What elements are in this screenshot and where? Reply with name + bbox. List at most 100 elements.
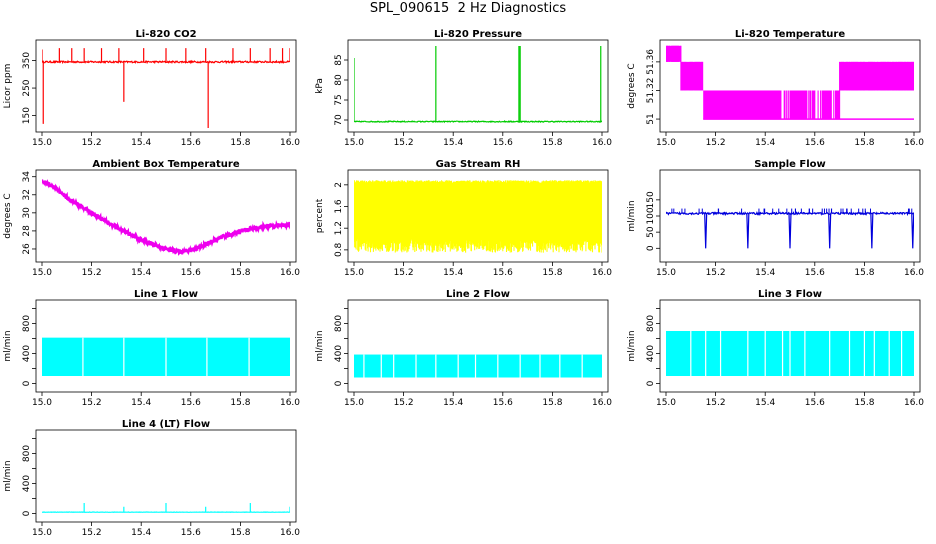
x-tick-label: 15.4 [131,138,151,148]
y-tick-label: 2 [334,182,344,188]
y-tick-label: 50 [646,226,656,238]
panel-title: Li-820 Temperature [735,29,845,40]
data-series [666,209,914,249]
data-series [666,46,914,119]
x-tick-label: 15.6 [805,398,825,408]
x-tick-label: 15.0 [32,528,52,538]
y-tick-label: 34 [22,171,32,183]
y-tick-label: 51.36 [646,49,656,75]
x-tick-label: 15.2 [706,268,726,278]
panel-title: Li-820 CO2 [135,29,196,40]
x-tick-label: 15.8 [542,398,562,408]
x-tick-label: 16.0 [280,138,300,148]
y-tick-label: 0 [22,510,32,516]
y-tick-label: 1.6 [334,199,344,214]
x-tick-label: 15.6 [805,138,825,148]
y-axis-label: ml/min [3,460,13,491]
y-tick-label: 1.2 [334,221,344,235]
x-tick-label: 15.8 [542,268,562,278]
x-tick-label: 15.2 [706,398,726,408]
panel-title: Line 4 (LT) Flow [122,419,210,430]
y-axis-label: ml/min [627,330,637,361]
x-tick-label: 16.0 [280,528,300,538]
y-tick-label: 32 [22,189,32,200]
y-axis-label: ml/min [627,200,637,231]
y-tick-label: 150 [22,107,32,124]
x-tick-label: 15.4 [131,398,151,408]
x-tick-label: 15.4 [131,528,151,538]
y-tick-label: 400 [22,345,32,362]
data-series [42,503,290,512]
y-tick-label: 0.8 [334,242,344,257]
series-fill [703,90,780,119]
x-tick-label: 15.6 [181,138,201,148]
y-tick-label: 150 [646,191,656,208]
dip-mark [871,213,873,248]
x-tick-label: 15.0 [32,138,52,148]
x-tick-label: 15.0 [656,268,676,278]
series-line [354,121,602,122]
series-fill [681,62,703,91]
y-axis-label: kPa [315,78,325,94]
series-fill [354,355,602,378]
y-axis-label: degrees C [3,193,13,238]
x-tick-label: 15.4 [443,268,463,278]
x-tick-label: 15.2 [706,138,726,148]
y-tick-label: 250 [22,79,32,96]
x-tick-label: 15.8 [230,138,250,148]
panel-title: Line 1 Flow [134,289,198,300]
y-tick-label: 0 [646,245,656,251]
x-tick-label: 15.4 [755,398,775,408]
y-tick-label: 0 [646,380,656,386]
y-tick-label: 26 [22,243,32,255]
series-fill [874,62,914,91]
y-tick-label: 350 [22,52,32,69]
x-tick-label: 15.2 [394,138,414,148]
x-tick-label: 15.8 [854,138,874,148]
x-tick-label: 15.6 [493,138,513,148]
y-tick-label: 51.32 [646,78,656,104]
x-tick-label: 15.2 [394,268,414,278]
data-series [42,48,290,129]
y-axis-label: ml/min [3,330,13,361]
x-tick-label: 15.2 [82,138,102,148]
panel-title: Sample Flow [754,159,826,170]
y-tick-label: 800 [334,315,344,332]
y-tick-label: 800 [646,315,656,332]
x-tick-label: 16.0 [904,138,924,148]
x-tick-label: 15.2 [82,398,102,408]
data-series [354,355,602,378]
x-tick-label: 15.4 [131,268,151,278]
dip-mark [705,213,707,248]
x-tick-label: 15.6 [493,398,513,408]
series-band [354,180,602,252]
series-line [666,212,914,214]
data-series [354,46,602,122]
y-tick-label: 100 [646,207,656,224]
y-axis-label: ml/min [315,330,325,361]
series-line [42,180,290,254]
y-tick-label: 0 [22,380,32,386]
x-tick-label: 15.8 [854,268,874,278]
y-tick-label: 400 [22,475,32,492]
y-tick-label: 400 [334,345,344,362]
x-tick-label: 15.6 [181,268,201,278]
panel-title: Ambient Box Temperature [92,159,239,170]
x-tick-label: 15.2 [394,398,414,408]
y-tick-label: 80 [334,74,344,86]
y-tick-label: 75 [334,94,344,105]
